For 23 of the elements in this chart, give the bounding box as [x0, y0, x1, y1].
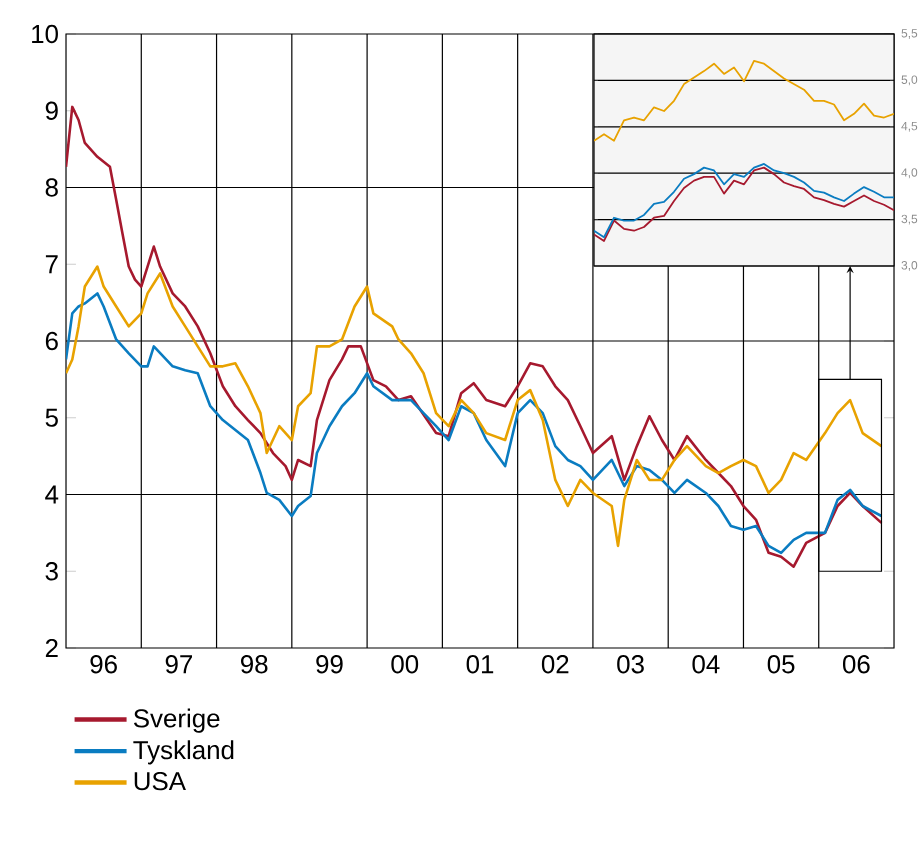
legend-label: Sverige [133, 708, 220, 733]
x-tick-label: 03 [617, 655, 644, 674]
legend-label: Tyskland [133, 740, 234, 765]
x-tick-label: 05 [767, 655, 795, 674]
x-tick-label: 00 [391, 655, 419, 674]
x-tick-label: 96 [90, 655, 117, 674]
y-tick-label: 9 [45, 101, 58, 120]
y-tick-label: 10 [32, 24, 58, 44]
y-tick-label: 4 [45, 485, 59, 504]
y-tick-label: 3 [45, 562, 58, 581]
x-tick-label: 01 [466, 655, 494, 674]
legend-label: USA [134, 772, 186, 791]
y-tick-label: 8 [45, 178, 58, 197]
y-tick-label: 2 [45, 638, 58, 658]
x-tick-label: 06 [842, 655, 870, 674]
y-tick-label: 5 [45, 408, 58, 427]
y-tick-label: 6 [45, 331, 58, 351]
x-tick-label: 97 [165, 655, 193, 674]
x-tick-label: 98 [241, 655, 268, 674]
x-tick-label: 99 [316, 655, 343, 674]
x-tick-label: 02 [541, 655, 569, 674]
x-tick-label: 04 [692, 655, 720, 674]
y-tick-label: 7 [45, 255, 58, 274]
